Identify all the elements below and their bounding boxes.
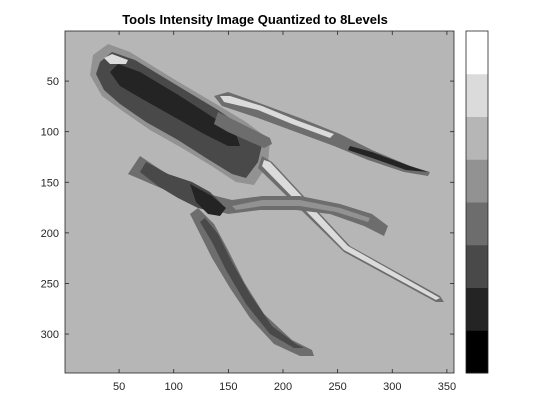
colorbar-level-0 bbox=[466, 330, 488, 374]
colorbar-level-2 bbox=[466, 244, 488, 288]
screwdriver-ferrule bbox=[214, 112, 272, 148]
screwdriver-highlight bbox=[104, 54, 128, 64]
y-tick-label: 200 bbox=[41, 228, 59, 240]
axes-frame bbox=[64, 30, 455, 374]
pliers-pivot bbox=[190, 184, 226, 216]
colorbar-level-5 bbox=[466, 116, 488, 160]
y-axis: 50 100 150 200 250 300 bbox=[41, 76, 454, 341]
y-tick-label: 300 bbox=[41, 329, 59, 341]
screwdriver-shaft-highlight bbox=[262, 160, 440, 300]
colorbar-level-7 bbox=[466, 31, 488, 75]
quantized-image bbox=[65, 31, 454, 373]
pliers-shape bbox=[128, 156, 388, 356]
x-axis: 50 100 150 200 250 300 350 bbox=[113, 31, 456, 393]
small-screwdriver-tip bbox=[348, 146, 428, 172]
colorbar-level-3 bbox=[466, 202, 488, 246]
x-tick-label: 350 bbox=[438, 381, 456, 393]
x-tick-label: 100 bbox=[165, 381, 183, 393]
x-tick-label: 250 bbox=[328, 381, 346, 393]
y-tick-label: 150 bbox=[41, 177, 59, 189]
y-tick-label: 100 bbox=[41, 127, 59, 139]
chart-title: Tools Intensity Image Quantized to 8Leve… bbox=[122, 12, 388, 27]
colorbar bbox=[465, 30, 489, 374]
colorbar-level-6 bbox=[466, 73, 488, 117]
screwdriver-handle-dark bbox=[110, 64, 240, 146]
small-screwdriver-shape bbox=[214, 92, 430, 176]
x-tick-label: 50 bbox=[113, 381, 125, 393]
y-tick-label: 250 bbox=[41, 278, 59, 290]
x-tick-label: 300 bbox=[383, 381, 401, 393]
colorbar-level-1 bbox=[466, 287, 488, 331]
x-tick-label: 150 bbox=[219, 381, 237, 393]
colorbar-frame bbox=[465, 30, 489, 374]
x-tick-label: 200 bbox=[274, 381, 292, 393]
y-tick-label: 50 bbox=[47, 76, 59, 88]
pliers-lower-handle-dark bbox=[200, 218, 304, 348]
pliers-upper-highlight bbox=[232, 200, 370, 222]
small-screwdriver-highlight bbox=[220, 96, 334, 138]
screwdriver-shape bbox=[90, 44, 444, 302]
colorbar-level-4 bbox=[466, 159, 488, 203]
